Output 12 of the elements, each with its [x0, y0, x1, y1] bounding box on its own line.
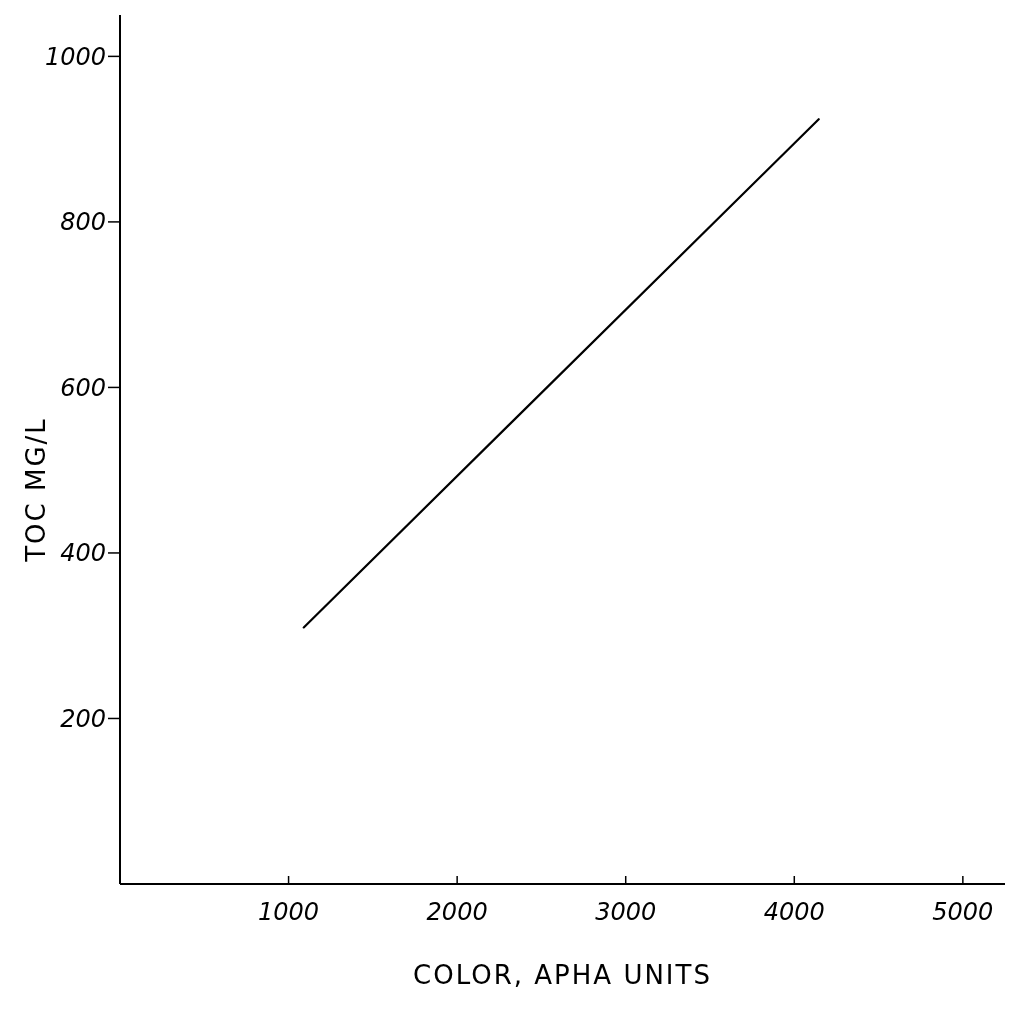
y-tick-label: 1000: [44, 42, 106, 71]
x-axis-title: COLOR, APHA UNITS: [413, 960, 712, 990]
y-tick-label: 600: [60, 373, 106, 402]
x-tick-label: 4000: [763, 898, 825, 926]
y-tick-label: 800: [60, 208, 106, 237]
y-tick-label: 400: [60, 539, 106, 568]
y-tick-label: 200: [60, 704, 106, 733]
x-tick-label: 2000: [426, 898, 488, 926]
x-tick-label: 1000: [258, 898, 320, 926]
x-tick-label: 5000: [932, 898, 994, 926]
x-tick-label: 3000: [595, 898, 657, 926]
y-axis-title: TOC MG/L: [21, 417, 51, 563]
